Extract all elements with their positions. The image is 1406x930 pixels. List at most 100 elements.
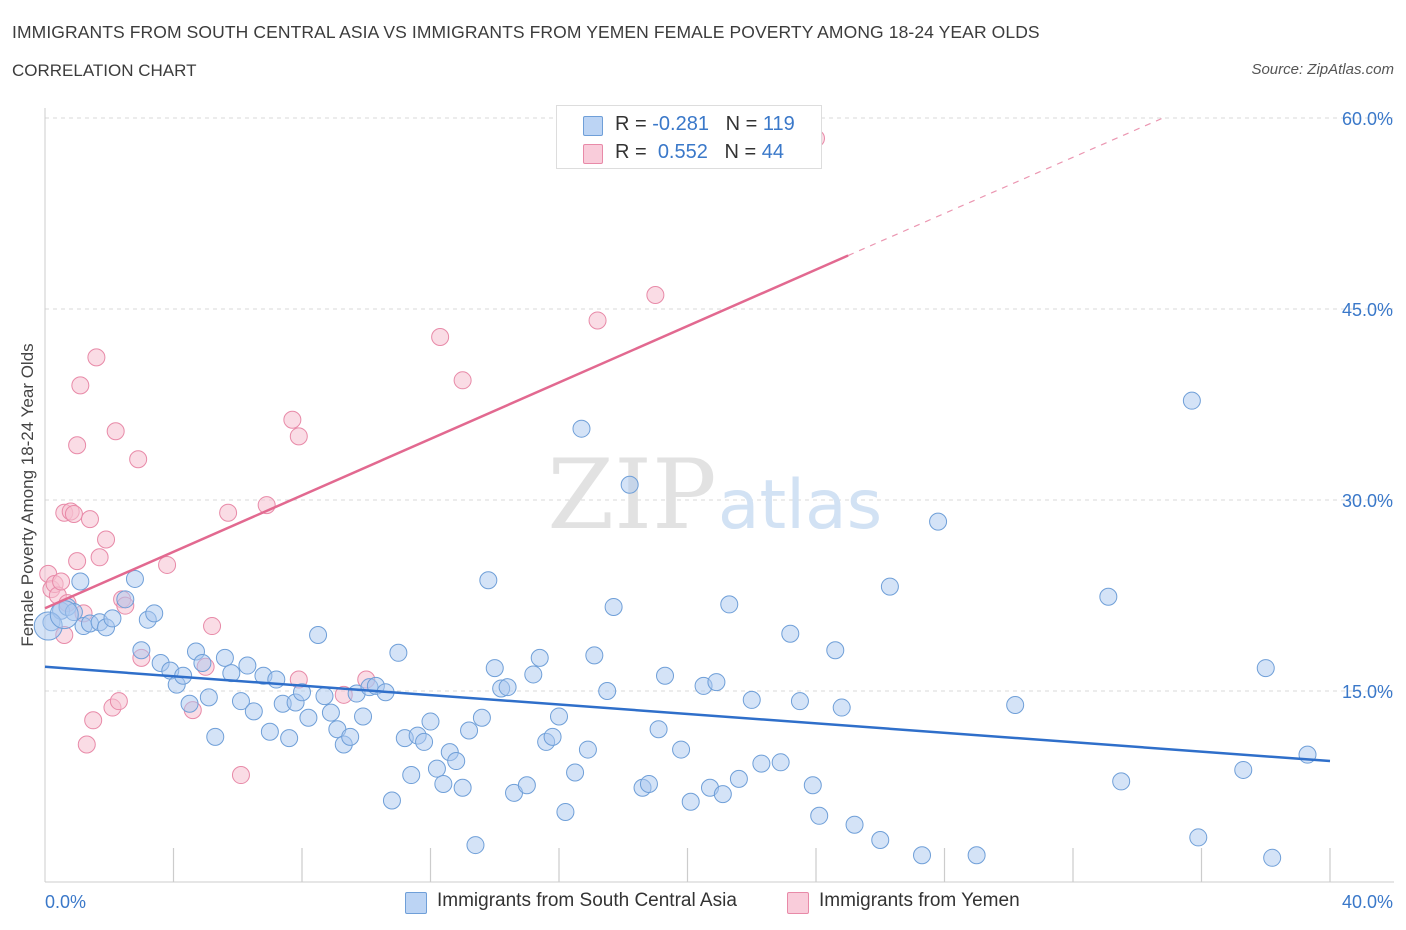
- data-point-yemen: [453, 371, 472, 390]
- data-point-yemen: [87, 348, 106, 367]
- chart-subtitle: CORRELATION CHART: [12, 61, 197, 80]
- legend-n-value: 119: [762, 113, 795, 135]
- data-point-south-central-asia: [672, 740, 691, 759]
- data-point-south-central-asia: [199, 688, 218, 707]
- legend-n-label: N =: [724, 141, 757, 163]
- data-point-south-central-asia: [453, 778, 472, 797]
- data-point-south-central-asia: [267, 670, 286, 689]
- data-point-yemen: [106, 422, 125, 441]
- data-point-yemen: [109, 692, 128, 711]
- data-point-south-central-asia: [572, 419, 591, 438]
- y-tick-label: 60.0%: [1342, 109, 1393, 129]
- data-point-south-central-asia: [498, 678, 517, 697]
- watermark: ZIP atlas: [547, 439, 882, 551]
- data-point-south-central-asia: [309, 625, 328, 644]
- data-point-south-central-asia: [1263, 848, 1282, 867]
- data-point-yemen: [129, 450, 148, 469]
- data-point-south-central-asia: [656, 666, 675, 685]
- data-point-south-central-asia: [71, 572, 90, 591]
- data-point-south-central-asia: [215, 648, 234, 667]
- data-point-south-central-asia: [125, 569, 144, 588]
- trend-line-south-central-asia: [44, 665, 1331, 763]
- data-point-south-central-asia: [729, 769, 748, 788]
- data-point-south-central-asia: [681, 792, 700, 811]
- data-point-south-central-asia: [517, 776, 536, 795]
- data-point-yemen: [52, 572, 71, 591]
- data-point-south-central-asia: [354, 707, 373, 726]
- data-point-south-central-asia: [447, 752, 466, 771]
- legend-text: R = -0.281 N = 119: [615, 113, 795, 136]
- data-point-south-central-asia: [871, 830, 890, 849]
- data-point-south-central-asia: [145, 604, 164, 623]
- data-point-yemen: [97, 530, 116, 549]
- data-point-south-central-asia: [556, 802, 575, 821]
- data-point-south-central-asia: [598, 682, 617, 700]
- data-point-south-central-asia: [421, 712, 440, 731]
- trend-line-yemen-extrapolated: [847, 117, 1164, 257]
- data-point-south-central-asia: [1189, 828, 1208, 847]
- legend-r-value: -0.281: [652, 113, 709, 135]
- data-point-south-central-asia: [321, 703, 340, 722]
- data-point-south-central-asia: [193, 653, 212, 672]
- data-point-south-central-asia: [720, 595, 739, 614]
- data-point-south-central-asia: [604, 597, 623, 616]
- trend-line-yemen: [44, 254, 849, 610]
- data-point-south-central-asia: [280, 729, 299, 748]
- y-tick-label: 45.0%: [1342, 300, 1393, 320]
- data-point-south-central-asia: [341, 727, 360, 746]
- data-point-south-central-asia: [781, 624, 800, 643]
- data-point-yemen: [203, 617, 222, 636]
- chart-title: IMMIGRANTS FROM SOUTH CENTRAL ASIA VS IM…: [12, 22, 1040, 42]
- data-point-south-central-asia: [803, 776, 822, 795]
- data-point-south-central-asia: [389, 643, 408, 662]
- legend-swatch-pink: [583, 144, 603, 164]
- data-point-yemen: [588, 311, 607, 330]
- y-tick-label: 15.0%: [1342, 682, 1393, 702]
- data-point-south-central-asia: [231, 692, 250, 711]
- data-point-south-central-asia: [1182, 391, 1201, 410]
- data-point-south-central-asia: [1099, 587, 1118, 606]
- data-point-yemen: [77, 735, 96, 754]
- data-point-south-central-asia: [771, 753, 790, 772]
- data-point-south-central-asia: [460, 721, 479, 740]
- data-point-south-central-asia: [315, 687, 334, 706]
- data-point-south-central-asia: [550, 707, 568, 726]
- data-point-south-central-asia: [260, 722, 279, 741]
- data-point-yemen: [90, 548, 109, 567]
- data-point-yemen: [231, 766, 250, 785]
- bottom-legend-label: Immigrants from Yemen: [819, 890, 1020, 911]
- data-point-south-central-asia: [524, 665, 543, 684]
- data-point-yemen: [646, 285, 665, 304]
- data-point-south-central-asia: [832, 698, 851, 717]
- data-point-yemen: [68, 552, 87, 571]
- data-point-south-central-asia: [566, 763, 585, 782]
- data-point-south-central-asia: [1256, 659, 1275, 678]
- data-point-south-central-asia: [530, 648, 549, 667]
- tick-labels: 15.0% 30.0% 45.0% 60.0% 0.0% 40.0%: [45, 109, 1393, 912]
- data-point-yemen: [289, 427, 308, 446]
- bottom-legend-swatch-blue: [405, 892, 427, 914]
- watermark-zip: ZIP: [547, 439, 716, 551]
- bottom-legend-label: Immigrants from South Central Asia: [437, 890, 737, 911]
- data-point-south-central-asia: [238, 656, 257, 675]
- data-point-south-central-asia: [485, 659, 504, 678]
- data-point-south-central-asia: [880, 577, 899, 596]
- data-point-yemen: [71, 376, 90, 395]
- data-point-south-central-asia: [752, 754, 771, 773]
- data-point-south-central-asia: [845, 815, 864, 834]
- data-point-south-central-asia: [810, 806, 829, 825]
- data-point-south-central-asia: [132, 641, 151, 660]
- data-point-south-central-asia: [967, 846, 986, 865]
- legend-n-value: 44: [761, 141, 785, 163]
- data-point-south-central-asia: [742, 690, 761, 709]
- trend-lines: [44, 117, 1331, 763]
- legend-r-label: R =: [615, 141, 647, 163]
- data-point-yemen: [219, 503, 238, 522]
- data-point-yemen: [68, 436, 87, 455]
- data-point-south-central-asia: [402, 766, 421, 785]
- data-point-south-central-asia: [929, 512, 948, 531]
- watermark-atlas: atlas: [718, 466, 882, 545]
- data-point-yemen: [80, 510, 99, 529]
- data-point-south-central-asia: [639, 774, 658, 793]
